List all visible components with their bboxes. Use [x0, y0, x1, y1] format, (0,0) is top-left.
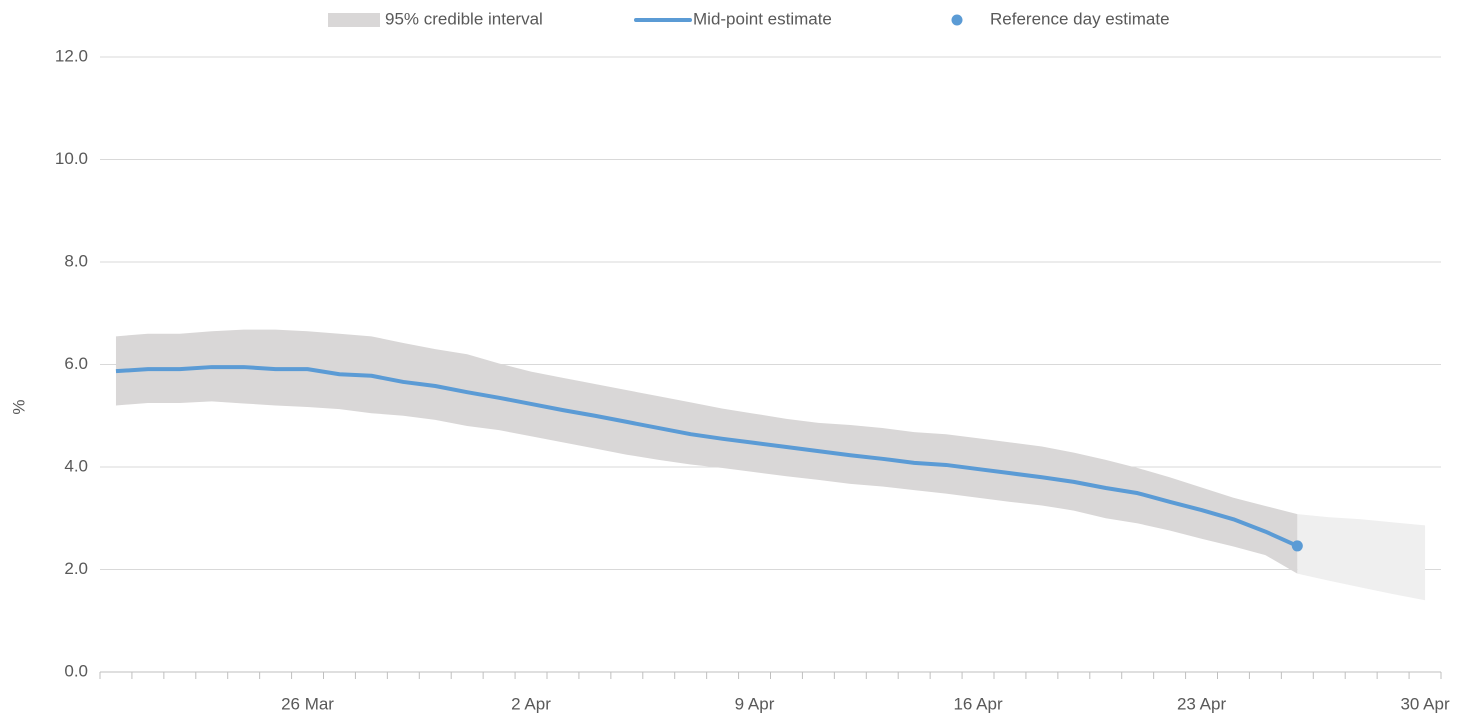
legend-swatch [951, 14, 963, 26]
x-tick-label: 9 Apr [735, 694, 775, 713]
y-tick-label: 8.0 [64, 251, 88, 270]
x-tick-label: 30 Apr [1400, 694, 1449, 713]
x-tick-label: 2 Apr [511, 694, 551, 713]
y-tick-label: 4.0 [64, 456, 88, 475]
projection-band [1297, 514, 1426, 601]
x-tick-label: 26 Mar [281, 694, 334, 713]
reference-point [1291, 540, 1303, 552]
y-tick-label: 6.0 [64, 354, 88, 373]
estimate-line [115, 365, 1299, 548]
credible-band [115, 329, 1298, 574]
y-axis-title: % [9, 399, 28, 414]
legend-label: Reference day estimate [990, 9, 1170, 28]
y-tick-label: 12.0 [55, 46, 88, 65]
y-tick-label: 0.0 [64, 661, 88, 680]
x-tick-label: 16 Apr [953, 694, 1002, 713]
x-tick-label: 23 Apr [1177, 694, 1226, 713]
legend-swatch [328, 13, 380, 27]
y-tick-label: 10.0 [55, 149, 88, 168]
y-tick-label: 2.0 [64, 559, 88, 578]
legend-label: Mid-point estimate [693, 9, 832, 28]
legend-label: 95% credible interval [385, 9, 543, 28]
